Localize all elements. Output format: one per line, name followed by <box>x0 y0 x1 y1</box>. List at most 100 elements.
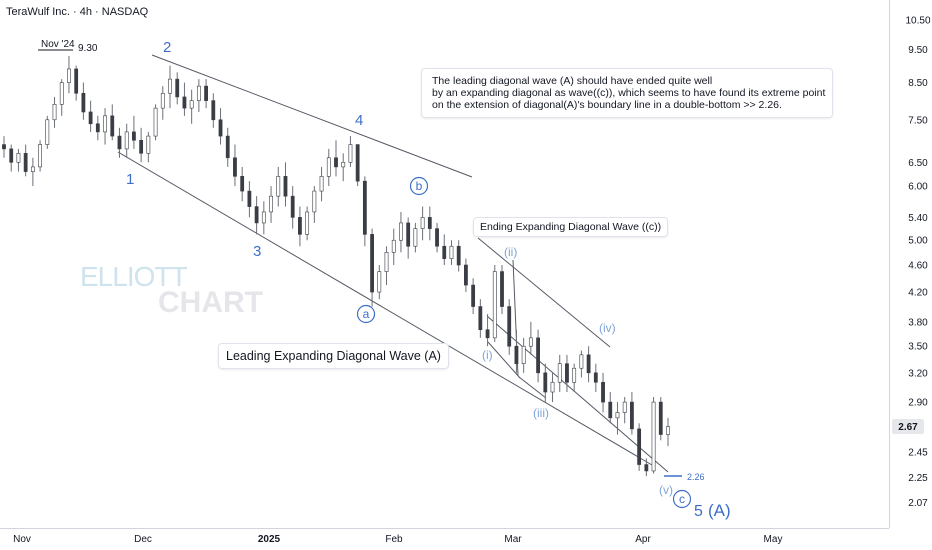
candle-body <box>225 135 230 159</box>
time-tick-label: May <box>764 534 783 545</box>
ending-diagonal-label[interactable]: Ending Expanding Diagonal Wave ((c)) <box>474 218 668 236</box>
price-tick-label: 5.00 <box>908 236 928 247</box>
nov-high-price-label: 9.30 <box>78 43 98 54</box>
price-tick-label: 2.07 <box>908 498 928 509</box>
candle-body <box>442 245 447 259</box>
candle-body <box>471 284 476 307</box>
candle-body <box>211 100 216 121</box>
candle-body <box>572 367 577 383</box>
candle-body <box>406 222 411 247</box>
candle-body <box>95 123 100 133</box>
time-tick-label: Nov <box>13 534 31 545</box>
candle-body <box>38 144 42 168</box>
price-tick-label: 10.50 <box>905 15 930 26</box>
candle-body <box>110 115 115 137</box>
candle-body <box>557 363 562 383</box>
price-tick-label: 2.45 <box>908 448 928 459</box>
price-tick-label: 4.60 <box>908 261 928 272</box>
candle-body <box>168 78 172 94</box>
candle-body <box>74 68 79 94</box>
candle-body <box>189 100 194 109</box>
wave-label-5: 5 <box>694 503 703 520</box>
candle-body <box>52 104 57 121</box>
candle-body <box>160 92 165 109</box>
wave-label-sub-iii: (iii) <box>533 406 549 420</box>
leading-diagonal-lower-line <box>117 151 653 466</box>
candle-body <box>536 337 540 374</box>
candle-body <box>362 180 367 235</box>
candle-body <box>16 152 21 163</box>
candle-body <box>384 252 389 272</box>
analysis-note-line-1: The leading diagonal wave (A) should hav… <box>432 75 713 87</box>
wave-label-sub-ii: (ii) <box>504 245 517 259</box>
leading-diagonal-upper-line <box>151 54 473 178</box>
candle-body <box>391 239 396 253</box>
candle-body <box>608 401 613 419</box>
candle-body <box>341 162 346 168</box>
wave-label-sub-v: (v) <box>659 483 673 497</box>
wave-label-b: b <box>416 179 423 193</box>
candle-body <box>103 115 107 133</box>
candle-body <box>153 107 158 137</box>
candle-body <box>478 306 483 331</box>
candle-body <box>319 176 324 192</box>
candle-body <box>579 354 584 369</box>
candle-body <box>146 135 151 154</box>
price-tick-label: 3.80 <box>908 317 928 328</box>
candle-body <box>521 345 526 364</box>
candle-body <box>615 412 620 419</box>
price-axis[interactable]: 10.50 9.50 8.50 7.50 6.50 6.00 5.40 5.00 4.60 4.2… <box>905 15 930 508</box>
chart-title: TeraWulf Inc. · 4h · NASDAQ <box>6 6 149 18</box>
candle-body <box>218 119 223 137</box>
price-tick-label: 4.20 <box>908 288 928 299</box>
candle-body <box>348 144 353 163</box>
candle-body <box>644 464 649 472</box>
candle-body <box>586 354 591 374</box>
candle-body <box>622 401 627 413</box>
time-tick-label: Feb <box>385 534 403 545</box>
wave-label-sub-iv: (iv) <box>599 321 616 335</box>
candle-body <box>305 211 310 235</box>
candle-body <box>139 139 144 154</box>
leading-diagonal-label[interactable]: Leading Expanding Diagonal Wave (A) <box>219 344 448 368</box>
candle-body <box>420 217 425 229</box>
wave-label-sub-i: (i) <box>482 348 493 362</box>
candle-body <box>261 211 266 224</box>
price-tick-label: 2.25 <box>908 473 928 484</box>
time-tick-label: Apr <box>635 534 651 545</box>
analysis-note-line-3: on the extension of diagonal(A)'s bounda… <box>432 99 782 111</box>
candle-body <box>514 345 519 364</box>
candle-body <box>30 166 35 172</box>
candle-body <box>9 148 14 163</box>
wave-label-A: (A) <box>708 501 731 520</box>
candle-body <box>283 176 288 197</box>
last-price-label: 2.67 <box>898 422 918 433</box>
wave-a-diagonal-lines <box>117 54 669 473</box>
candle-body <box>240 176 245 192</box>
candle-body <box>464 264 468 286</box>
candle-body <box>543 372 548 393</box>
candle-body <box>427 217 432 229</box>
candle-body <box>175 78 180 98</box>
candle-body <box>528 337 533 347</box>
time-tick-label: Mar <box>504 534 522 545</box>
candle-body <box>456 245 461 266</box>
candle-body <box>45 119 50 145</box>
price-tick-label: 7.50 <box>908 115 928 126</box>
candle-body <box>269 195 273 213</box>
time-axis[interactable]: Nov Dec 2025 Feb Mar Apr May <box>13 534 782 545</box>
time-tick-label: 2025 <box>258 534 281 545</box>
candle-body <box>355 144 360 182</box>
ending-diagonal-upper-line <box>477 237 611 348</box>
analysis-note[interactable]: The leading diagonal wave (A) should hav… <box>422 69 832 117</box>
candle-body <box>312 190 317 213</box>
elliott-chart-watermark: ELLIOTT CHART <box>80 262 263 318</box>
candle-body <box>399 222 403 241</box>
candle-body <box>413 228 418 247</box>
candle-body <box>593 372 598 383</box>
price-tick-label: 6.50 <box>908 158 928 169</box>
candle-body <box>247 190 252 207</box>
candle-body <box>196 85 201 101</box>
